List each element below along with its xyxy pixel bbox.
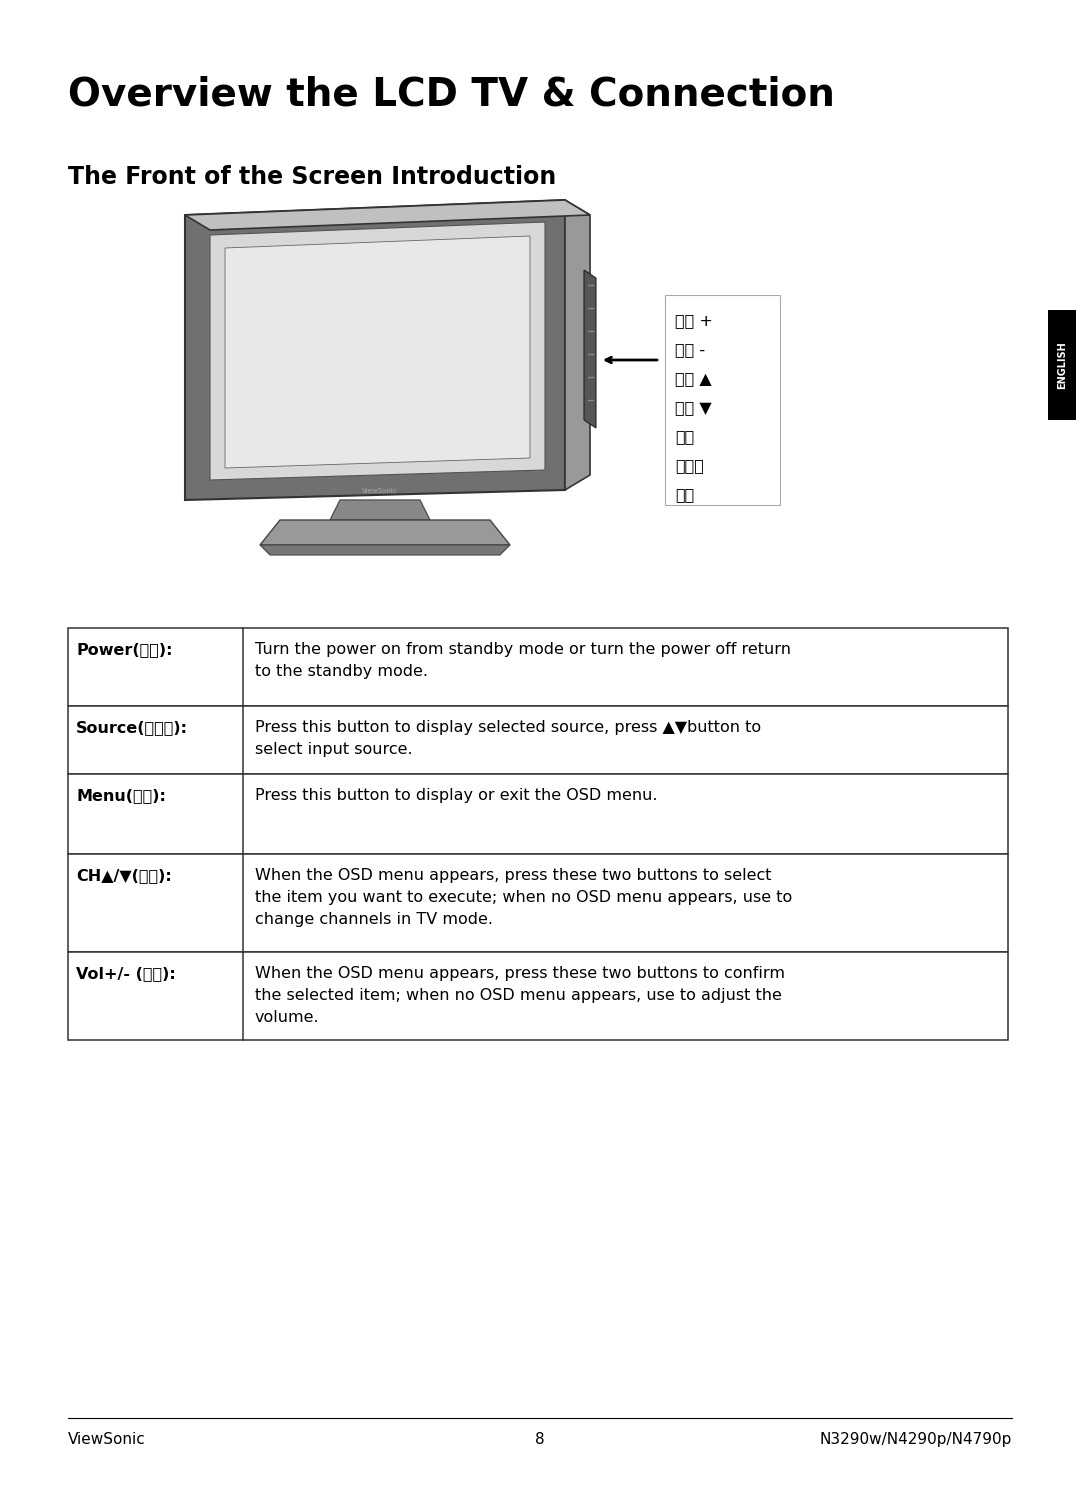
Polygon shape	[185, 200, 590, 230]
Polygon shape	[210, 222, 545, 481]
Text: Source(信号源):: Source(信号源):	[76, 720, 188, 735]
Text: select input source.: select input source.	[255, 742, 413, 757]
Text: 电源: 电源	[675, 487, 694, 502]
Text: 音量 +: 音量 +	[675, 314, 713, 328]
Bar	[68, 953, 1008, 1041]
Bar	[1048, 311, 1076, 420]
Text: Press this button to display selected source, press ▲▼button to: Press this button to display selected so…	[255, 720, 761, 735]
Text: Press this button to display or exit the OSD menu.: Press this button to display or exit the…	[255, 788, 658, 803]
Text: volume.: volume.	[255, 1009, 320, 1026]
Text: 频道 ▼: 频道 ▼	[675, 400, 712, 415]
Polygon shape	[584, 270, 596, 428]
Text: Vol+/- (音量):: Vol+/- (音量):	[76, 966, 176, 981]
Text: 音量 -: 音量 -	[675, 342, 705, 357]
Text: Menu(菜单):: Menu(菜单):	[76, 788, 166, 803]
Text: The Front of the Screen Introduction: The Front of the Screen Introduction	[68, 166, 556, 190]
Bar	[68, 854, 1008, 953]
Polygon shape	[225, 236, 530, 467]
Bar	[665, 296, 780, 505]
Text: 8: 8	[536, 1432, 544, 1447]
Text: Turn the power on from standby mode or turn the power off return: Turn the power on from standby mode or t…	[255, 642, 791, 657]
Text: 菜单: 菜单	[675, 428, 694, 443]
Text: Power(电源):: Power(电源):	[76, 642, 173, 657]
Text: 信号源: 信号源	[675, 458, 704, 473]
Bar	[68, 629, 1008, 706]
Text: N3290w/N4290p/N4790p: N3290w/N4290p/N4790p	[820, 1432, 1012, 1447]
Text: ENGLISH: ENGLISH	[1057, 340, 1067, 388]
Polygon shape	[260, 545, 510, 555]
Polygon shape	[330, 500, 430, 520]
Text: When the OSD menu appears, press these two buttons to confirm: When the OSD menu appears, press these t…	[255, 966, 785, 981]
Text: the item you want to execute; when no OSD menu appears, use to: the item you want to execute; when no OS…	[255, 890, 793, 905]
Text: When the OSD menu appears, press these two buttons to select: When the OSD menu appears, press these t…	[255, 867, 771, 882]
Bar	[68, 706, 1008, 773]
Text: Overview the LCD TV & Connection: Overview the LCD TV & Connection	[68, 75, 835, 113]
Text: CH▲/▼(频道):: CH▲/▼(频道):	[76, 867, 172, 882]
Polygon shape	[565, 200, 590, 490]
Text: the selected item; when no OSD menu appears, use to adjust the: the selected item; when no OSD menu appe…	[255, 988, 782, 1003]
Text: change channels in TV mode.: change channels in TV mode.	[255, 912, 492, 927]
Polygon shape	[260, 520, 510, 545]
Text: 频道 ▲: 频道 ▲	[675, 370, 712, 387]
Text: to the standby mode.: to the standby mode.	[255, 664, 428, 679]
Bar	[68, 773, 1008, 854]
Polygon shape	[185, 200, 565, 500]
Text: ViewSonic: ViewSonic	[362, 488, 397, 494]
Text: ViewSonic: ViewSonic	[68, 1432, 146, 1447]
